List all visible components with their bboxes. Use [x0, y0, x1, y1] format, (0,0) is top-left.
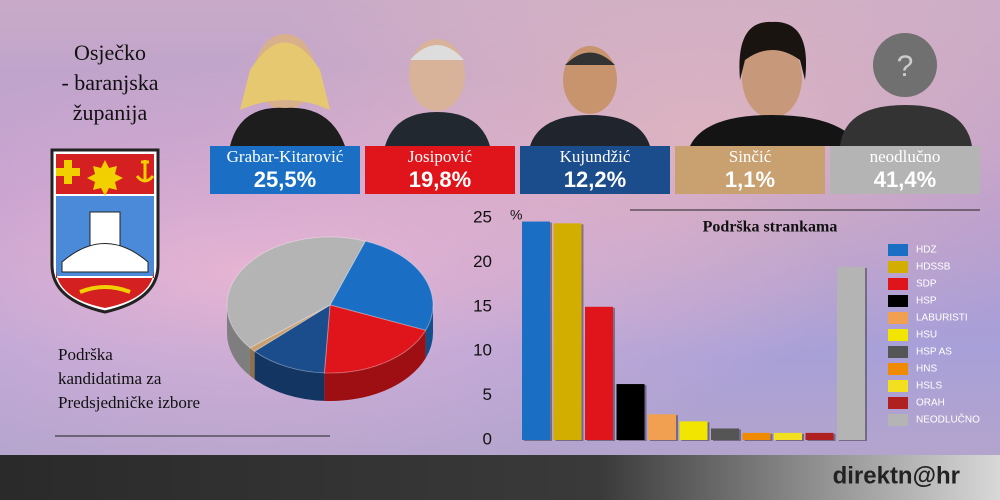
svg-text:?: ?: [897, 50, 914, 83]
footer-band: [0, 455, 1000, 500]
pie-side: [249, 347, 255, 380]
y-tick-label: 10: [473, 341, 492, 360]
legend-label: HSP: [916, 296, 937, 307]
legend-label: HSU: [916, 330, 937, 341]
bar: [711, 428, 739, 440]
bar: [648, 414, 676, 440]
text-line: županija: [72, 100, 148, 125]
candidate-percent: 12,2%: [564, 167, 626, 192]
y-tick-label: 5: [483, 385, 492, 404]
candidate-name: Kujundžić: [560, 147, 631, 166]
pie-slice: [226, 236, 367, 349]
legend-swatch: [888, 278, 908, 290]
legend-label: NEODLUČNO: [916, 413, 980, 426]
y-tick-label: 25: [473, 207, 492, 226]
pie-slice: [249, 304, 331, 352]
candidate-name: Grabar-Kitarović: [227, 147, 344, 166]
bar: [805, 432, 834, 440]
legend-label: SDP: [916, 279, 937, 290]
legend-label: HSP AS: [916, 347, 952, 358]
text-line: - baranjska: [61, 70, 159, 95]
candidate-name: Sinčić: [729, 147, 772, 166]
bar: [553, 223, 582, 440]
y-tick-label: 0: [483, 429, 492, 448]
y-tick-label: 15: [473, 296, 492, 315]
pie-side: [227, 305, 250, 376]
legend-swatch: [888, 312, 908, 324]
candidate-percent: 25,5%: [254, 167, 316, 192]
bar: [585, 306, 613, 440]
candidate-card: [830, 146, 980, 194]
candidate-photos: ?: [230, 21, 972, 146]
legend-label: HDZ: [916, 245, 937, 256]
legend-swatch: [888, 414, 908, 426]
pie-side: [324, 330, 426, 401]
bar: [679, 421, 708, 440]
legend-swatch: [888, 261, 908, 273]
text-line: Predsjedničke izbore: [58, 393, 201, 412]
legend-swatch: [888, 380, 908, 392]
pie-slice: [329, 240, 434, 331]
candidate-percent: 41,4%: [874, 167, 936, 192]
text-line: kandidatima za: [58, 369, 162, 388]
candidate-percent: 19,8%: [409, 167, 471, 192]
pie-title: Podrška kandidatima za Predsjedničke izbor…: [58, 343, 200, 415]
legend-label: HSLS: [916, 381, 942, 392]
candidate-card: [520, 146, 670, 194]
legend-label: ORAH: [916, 398, 945, 409]
legend-label: LABURISTI: [916, 313, 968, 324]
text-line: Podrška: [58, 345, 113, 364]
chart-title: Podrška strankama: [703, 219, 838, 236]
candidate-card: [675, 146, 825, 194]
legend-swatch: [888, 329, 908, 341]
candidate-card: [210, 146, 360, 194]
coat-of-arms: [50, 148, 160, 314]
pie-slice: [323, 304, 427, 374]
pie-slice: [253, 304, 331, 374]
pie-side: [254, 351, 325, 401]
logo: direktn@hr: [833, 462, 960, 489]
y-tick-label: 20: [473, 252, 492, 271]
candidate-percent: 1,1%: [725, 167, 775, 192]
legend-label: HNS: [916, 364, 937, 375]
bar: [774, 432, 802, 440]
legend-swatch: [888, 244, 908, 256]
legend-swatch: [888, 397, 908, 409]
bar: [837, 266, 865, 440]
legend-swatch: [888, 363, 908, 375]
bar: [742, 432, 771, 440]
y-axis-label: %: [510, 207, 522, 223]
candidate-name: Josipović: [408, 147, 473, 166]
background: [0, 0, 1000, 455]
candidate-card: [365, 146, 515, 194]
region-title: Osječko - baranjska županija: [40, 38, 180, 128]
bar: [522, 221, 550, 440]
pie-side: [425, 305, 433, 359]
bar: [616, 384, 645, 440]
text-line: Osječko: [73, 40, 147, 65]
candidate-name: neodlučno: [870, 147, 941, 166]
legend-label: HDSSB: [916, 262, 951, 273]
legend-swatch: [888, 295, 908, 307]
legend-swatch: [888, 346, 908, 358]
